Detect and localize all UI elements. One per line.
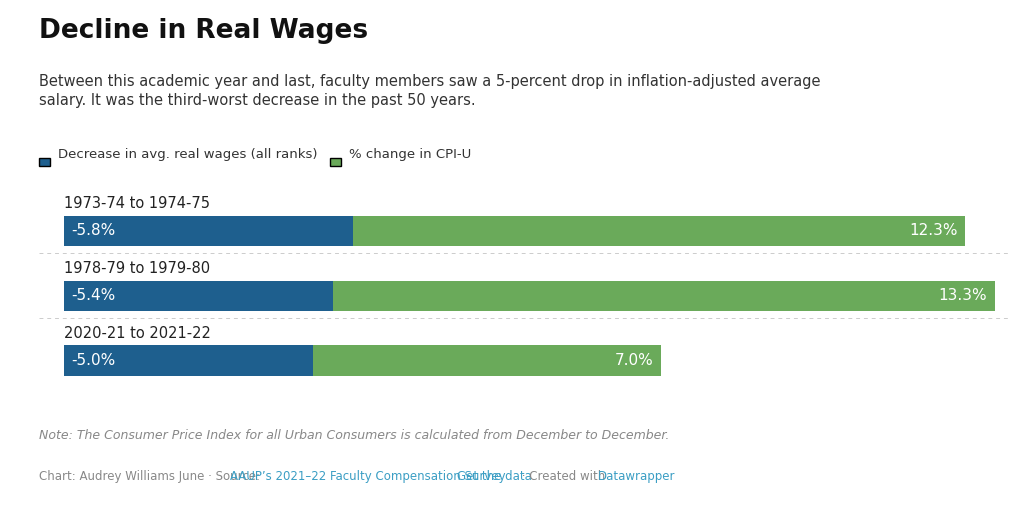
Bar [63, 280, 333, 311]
Text: 7.0%: 7.0% [615, 354, 653, 368]
Text: · Created with: · Created with [517, 470, 608, 483]
Text: -5.4%: -5.4% [72, 289, 116, 303]
Text: 12.3%: 12.3% [909, 224, 957, 238]
Text: Decrease in avg. real wages (all ranks): Decrease in avg. real wages (all ranks) [58, 148, 317, 162]
Text: 2020-21 to 2021-22: 2020-21 to 2021-22 [63, 326, 211, 341]
Bar [333, 280, 994, 311]
Text: Note: The Consumer Price Index for all Urban Consumers is calculated from Decemb: Note: The Consumer Price Index for all U… [39, 429, 670, 442]
Bar [312, 345, 662, 376]
Bar [63, 345, 312, 376]
Text: Get the data: Get the data [457, 470, 531, 483]
Text: ·: · [442, 470, 454, 483]
Text: 1973-74 to 1974-75: 1973-74 to 1974-75 [63, 196, 210, 211]
Text: AAUP’s 2021–22 Faculty Compensation Survey: AAUP’s 2021–22 Faculty Compensation Surv… [230, 470, 506, 483]
Text: 13.3%: 13.3% [939, 289, 987, 303]
Text: Between this academic year and last, faculty members saw a 5-percent drop in inf: Between this academic year and last, fac… [39, 74, 820, 109]
Text: 1978-79 to 1979-80: 1978-79 to 1979-80 [63, 261, 210, 276]
Text: -5.8%: -5.8% [72, 224, 116, 238]
Text: % change in CPI-U: % change in CPI-U [349, 148, 471, 162]
Text: Chart: Audrey Williams June · Source:: Chart: Audrey Williams June · Source: [39, 470, 263, 483]
Text: -5.0%: -5.0% [72, 354, 116, 368]
Bar [352, 215, 965, 246]
Bar [63, 215, 352, 246]
Text: Decline in Real Wages: Decline in Real Wages [39, 18, 368, 44]
Text: Datawrapper: Datawrapper [598, 470, 676, 483]
